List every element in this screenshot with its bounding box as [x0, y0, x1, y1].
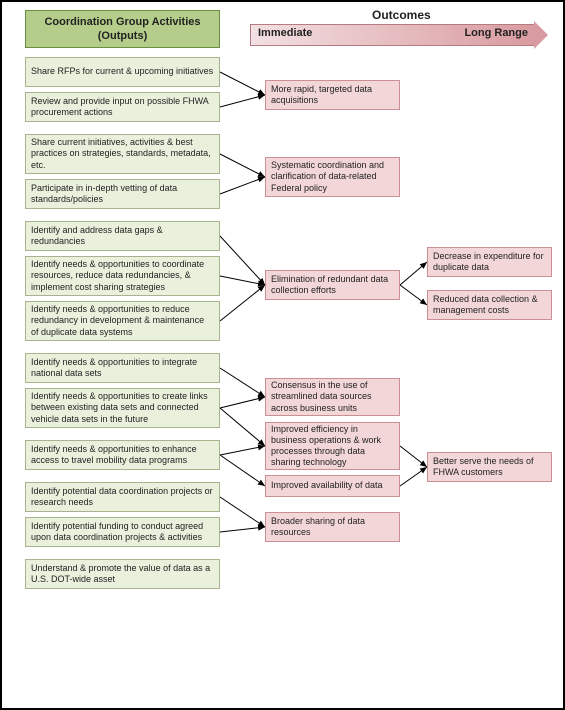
connector-arrow	[220, 446, 265, 455]
connector-arrow	[220, 455, 265, 486]
longrange-outcome-box: Reduced data collection & management cos…	[427, 290, 552, 320]
connector-arrow	[220, 397, 265, 408]
output-box: Participate in in-depth vetting of data …	[25, 179, 220, 209]
immediate-label: Immediate	[258, 27, 312, 39]
connector-arrow	[400, 467, 427, 486]
output-box: Share current initiatives, activities & …	[25, 134, 220, 174]
output-box: Review and provide input on possible FHW…	[25, 92, 220, 122]
long-range-label: Long Range	[464, 27, 528, 39]
output-box: Identify needs & opportunities to enhanc…	[25, 440, 220, 470]
connector-arrow	[220, 527, 265, 532]
output-box: Share RFPs for current & upcoming initia…	[25, 57, 220, 87]
output-box: Identify needs & opportunities to coordi…	[25, 256, 220, 296]
longrange-outcome-box: Better serve the needs of FHWA customers	[427, 452, 552, 482]
immediate-outcome-box: More rapid, targeted data acquisitions	[265, 80, 400, 110]
output-box: Identify and address data gaps & redunda…	[25, 221, 220, 251]
immediate-outcome-box: Elimination of redundant data collection…	[265, 270, 400, 300]
output-box: Identify needs & opportunities to integr…	[25, 353, 220, 383]
diagram-frame: Coordination Group Activities (Outputs) …	[0, 0, 565, 710]
output-box: Understand & promote the value of data a…	[25, 559, 220, 589]
connector-arrow	[220, 95, 265, 107]
connector-arrow	[220, 276, 265, 285]
outcomes-title: Outcomes	[372, 8, 431, 22]
connector-arrow	[220, 72, 265, 95]
output-box: Identify needs & opportunities to reduce…	[25, 301, 220, 341]
connector-arrow	[220, 368, 265, 397]
longrange-outcome-box: Decrease in expenditure for duplicate da…	[427, 247, 552, 277]
connector-arrow	[220, 408, 265, 446]
connector-arrow	[220, 497, 265, 527]
connector-arrow	[400, 262, 427, 285]
outputs-column-header: Coordination Group Activities (Outputs)	[25, 10, 220, 48]
connector-arrow	[400, 285, 427, 305]
output-box: Identify potential data coordination pro…	[25, 482, 220, 512]
immediate-outcome-box: Improved availability of data	[265, 475, 400, 497]
immediate-outcome-box: Systematic coordination and clarificatio…	[265, 157, 400, 197]
output-box: Identify needs & opportunities to create…	[25, 388, 220, 428]
outcomes-arrow: Immediate Long Range	[250, 24, 548, 46]
output-box: Identify potential funding to conduct ag…	[25, 517, 220, 547]
immediate-outcome-box: Broader sharing of data resources	[265, 512, 400, 542]
connector-arrow	[400, 446, 427, 467]
connector-arrow	[220, 154, 265, 177]
connector-arrow	[220, 236, 265, 285]
connector-arrow	[220, 285, 265, 321]
immediate-outcome-box: Consensus in the use of streamlined data…	[265, 378, 400, 416]
immediate-outcome-box: Improved efficiency in business operatio…	[265, 422, 400, 470]
connector-arrow	[220, 177, 265, 194]
